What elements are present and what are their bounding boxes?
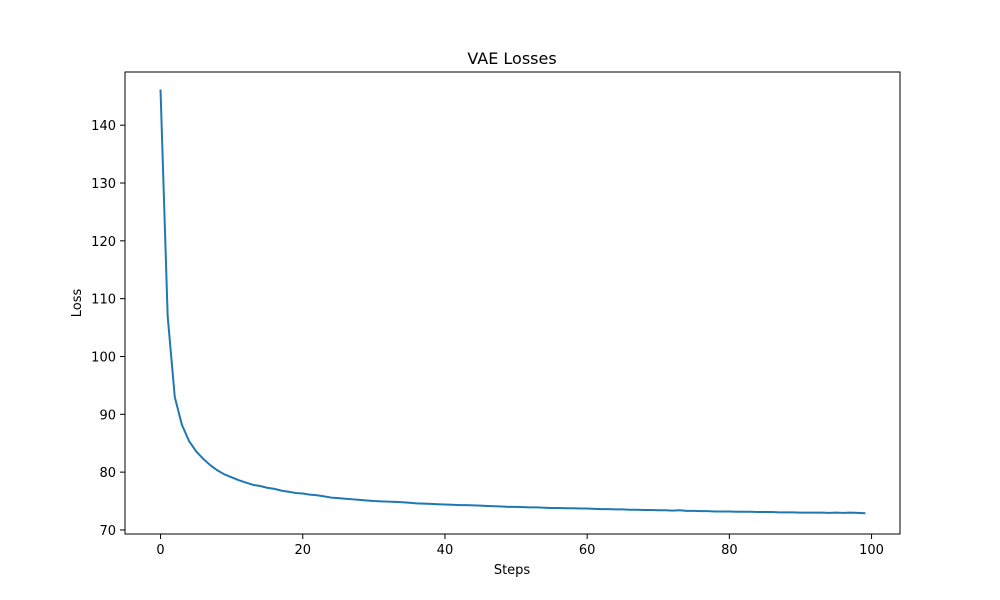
x-tick-label: 60: [579, 543, 596, 558]
chart-title: VAE Losses: [467, 49, 556, 68]
x-axis-ticks: 0 20 40 60 80 100: [156, 534, 884, 558]
y-tick-label: 90: [99, 408, 116, 423]
y-tick-label: 80: [99, 466, 116, 481]
series-layer: [159, 89, 866, 515]
x-tick-label: 80: [721, 543, 738, 558]
x-tick-label: 20: [294, 543, 311, 558]
plot-frame: [124, 71, 901, 535]
x-tick-label: 0: [156, 543, 164, 558]
loss-series-line: [159, 89, 866, 515]
y-axis-label: Loss: [70, 289, 85, 318]
y-tick-label: 120: [91, 235, 116, 250]
y-tick-label: 100: [91, 350, 116, 365]
x-tick-label: 100: [859, 543, 884, 558]
y-tick-label: 70: [99, 524, 116, 539]
x-axis-label: Steps: [494, 563, 531, 578]
y-axis-ticks: 70 80 90 100 110 120 130 140: [91, 119, 125, 539]
x-tick-label: 40: [437, 543, 454, 558]
y-tick-label: 110: [91, 293, 116, 308]
y-tick-label: 140: [91, 119, 116, 134]
y-tick-label: 130: [91, 177, 116, 192]
